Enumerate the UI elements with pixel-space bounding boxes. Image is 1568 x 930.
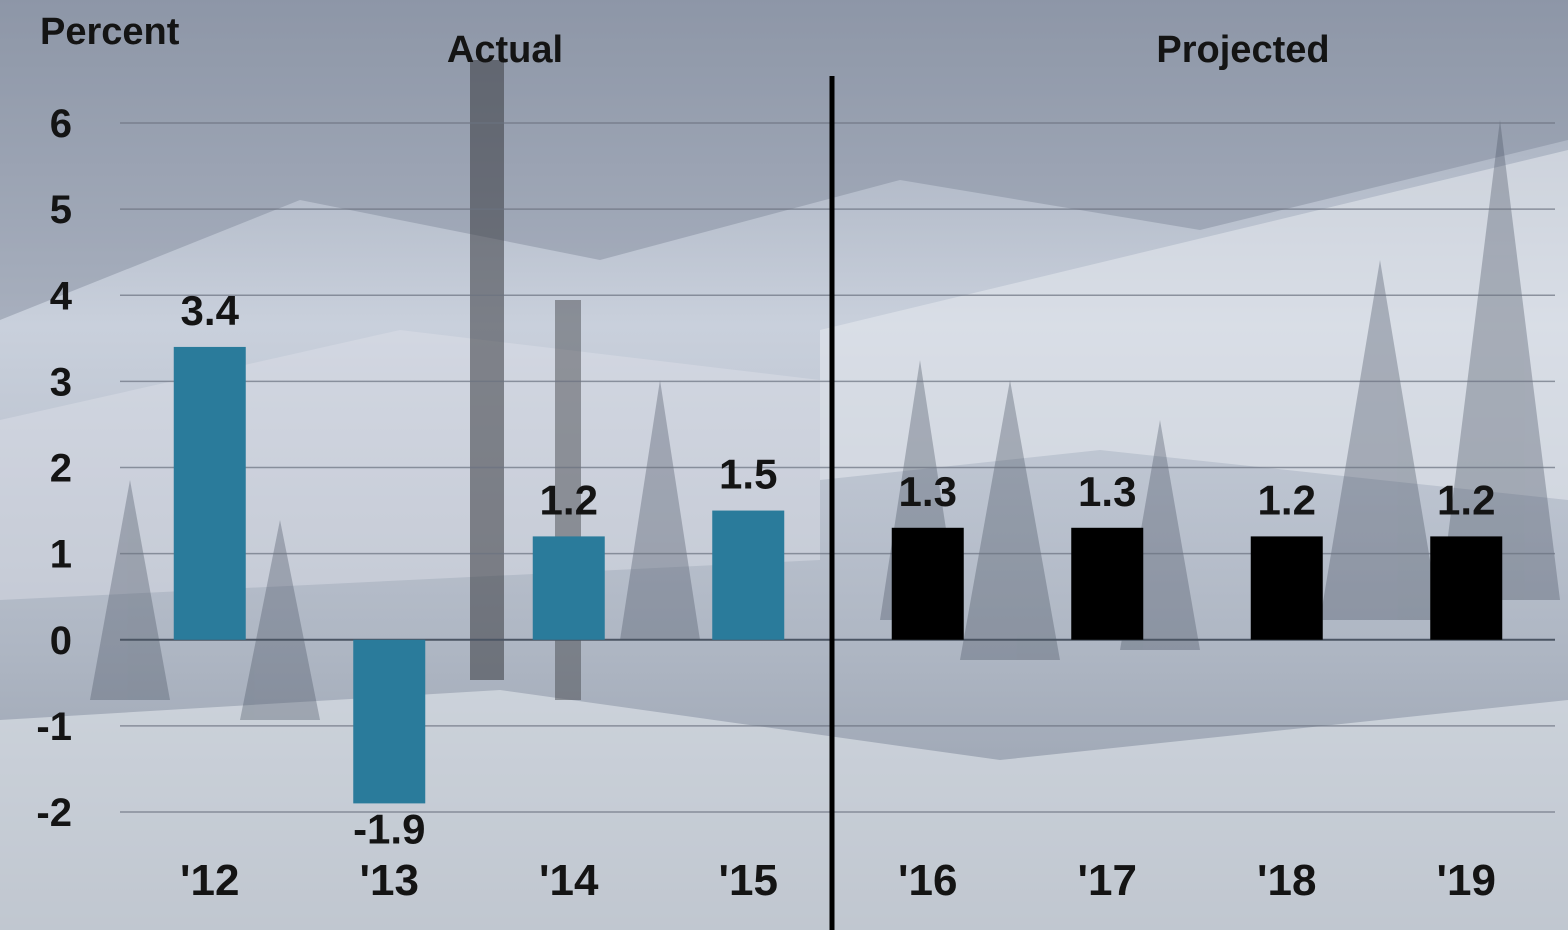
data-label: 1.2 <box>1258 476 1316 523</box>
x-tick-label: '16 <box>898 856 957 905</box>
bar <box>1071 527 1144 640</box>
y-axis: 6 5 4 3 2 1 0 -1 -2 <box>36 102 72 835</box>
data-label: 3.4 <box>181 287 240 334</box>
data-label: 1.2 <box>540 476 598 523</box>
x-tick-label: '13 <box>360 856 419 905</box>
x-tick-label: '12 <box>180 856 239 905</box>
y-tick-label: 6 <box>50 102 72 146</box>
y-axis-title: Percent <box>40 11 180 53</box>
bar <box>353 639 426 804</box>
bar <box>891 527 964 640</box>
data-label: -1.9 <box>353 805 425 852</box>
y-tick-label: 3 <box>50 360 72 404</box>
panel-label-projected: Projected <box>1156 29 1329 71</box>
bar <box>712 510 785 640</box>
bar <box>532 536 605 640</box>
data-label: 1.5 <box>719 451 777 498</box>
bar <box>1250 536 1323 640</box>
x-axis: '12 '13 '14 '15 '16 '17 '18 '19 <box>180 856 1496 905</box>
x-tick-label: '17 <box>1078 856 1137 905</box>
data-label: 1.3 <box>899 468 957 515</box>
data-label: 1.3 <box>1078 468 1136 515</box>
value-labels: 3.4 -1.9 1.2 1.5 1.3 1.3 1.2 1.2 <box>181 287 1496 852</box>
bars <box>173 346 1503 804</box>
bar <box>1430 536 1503 640</box>
x-tick-label: '14 <box>539 856 599 905</box>
x-tick-label: '19 <box>1437 856 1496 905</box>
y-tick-label: 0 <box>50 619 72 663</box>
y-tick-label: 4 <box>50 274 73 318</box>
y-tick-label: 5 <box>50 188 72 232</box>
y-tick-label: -1 <box>36 705 72 749</box>
y-tick-label: -2 <box>36 791 72 835</box>
y-tick-label: 2 <box>50 447 72 491</box>
x-tick-label: '18 <box>1257 856 1316 905</box>
bar <box>173 346 246 640</box>
x-tick-label: '15 <box>719 856 778 905</box>
data-label: 1.2 <box>1437 476 1495 523</box>
y-tick-label: 1 <box>50 533 72 577</box>
panel-label-actual: Actual <box>447 29 563 71</box>
